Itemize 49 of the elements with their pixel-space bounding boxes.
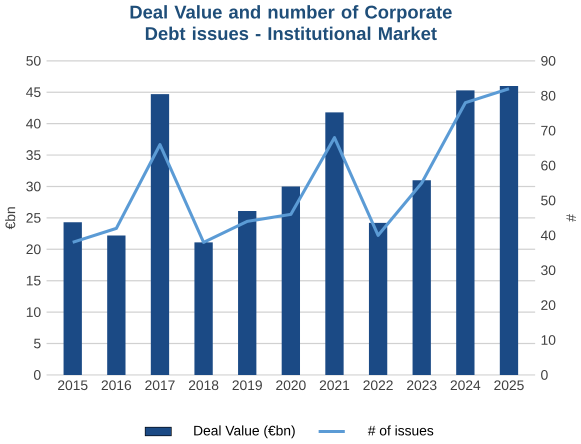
legend-label: Deal Value (€bn) xyxy=(194,425,295,438)
y2-tick-label: 10 xyxy=(542,335,556,346)
bar xyxy=(238,211,256,376)
y2-tick-label: 0 xyxy=(541,370,548,380)
y-tick-label: 25 xyxy=(26,213,41,223)
y2-axis-title: # xyxy=(566,214,576,222)
x-tick-label: 2020 xyxy=(276,380,306,390)
y-tick-label: 5 xyxy=(34,338,41,348)
y2-tick-label: 70 xyxy=(541,126,556,136)
y2-tick-label: 20 xyxy=(541,300,556,310)
y-tick-label: 40 xyxy=(26,118,41,129)
bar xyxy=(325,112,344,376)
chart-title: Deal Value and number of Corporate Debt issues - Institutional Market xyxy=(130,5,452,40)
y2-tick-label: 80 xyxy=(541,90,556,101)
y-tick-label: 10 xyxy=(26,307,41,318)
bar xyxy=(64,222,82,376)
bar xyxy=(500,86,518,376)
y2-tick-label: 30 xyxy=(541,265,556,276)
x-tick-label: 2018 xyxy=(188,380,218,390)
bar xyxy=(150,94,170,376)
y2-tick-label: 60 xyxy=(541,160,556,171)
x-tick-label: 2019 xyxy=(232,380,262,390)
y-tick-label: 45 xyxy=(26,88,41,98)
y2-tick-label: 50 xyxy=(541,196,556,206)
y-tick-label: 20 xyxy=(26,244,41,254)
y-axis-title: €bn xyxy=(5,207,16,230)
x-tick-label: 2017 xyxy=(145,380,175,390)
x-tick-label: 2023 xyxy=(407,380,436,390)
x-tick-label: 2025 xyxy=(494,380,524,390)
bar xyxy=(194,242,213,376)
bar xyxy=(282,186,300,376)
x-tick-label: 2016 xyxy=(102,380,132,390)
y-tick-label: 0 xyxy=(34,370,41,380)
bar xyxy=(456,90,475,376)
x-tick-label: 2024 xyxy=(450,380,480,390)
y-tick-label: 30 xyxy=(26,182,41,192)
x-tick-label: 2021 xyxy=(320,380,350,390)
legend-label: # of issues xyxy=(368,425,434,436)
bar xyxy=(412,180,431,376)
bar xyxy=(368,223,388,376)
y2-tick-label: 90 xyxy=(541,56,556,66)
line-series xyxy=(71,87,511,244)
bar xyxy=(107,236,126,376)
y-tick-label: 15 xyxy=(26,276,41,286)
x-tick-label: 2015 xyxy=(58,380,88,390)
y-tick-label: 35 xyxy=(26,150,41,160)
y-tick-label: 50 xyxy=(26,56,41,66)
y2-tick-label: 40 xyxy=(540,230,556,240)
x-tick-label: 2022 xyxy=(363,380,393,390)
